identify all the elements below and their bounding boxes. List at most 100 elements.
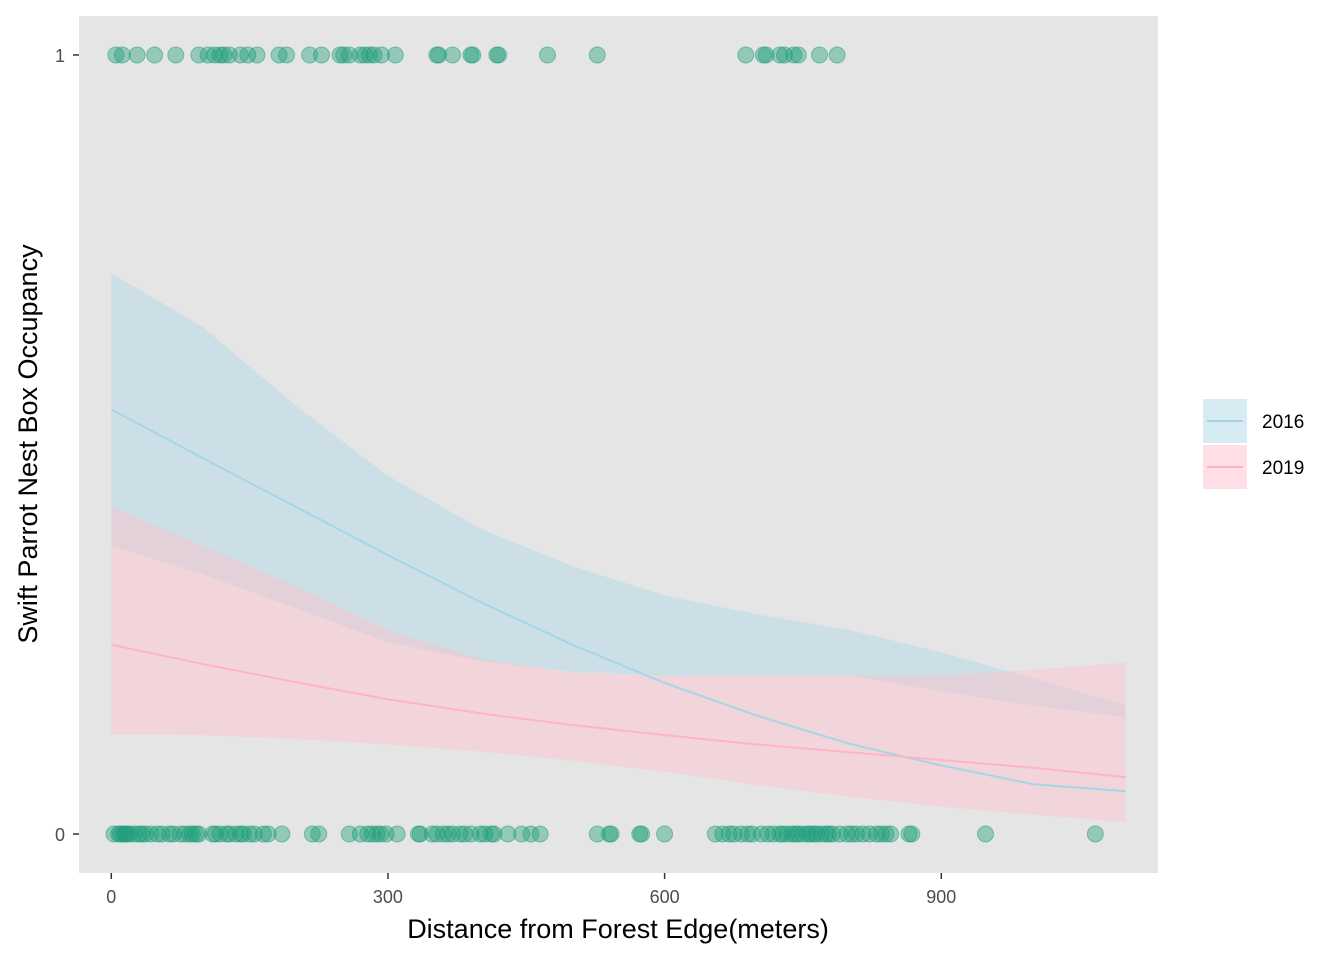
point-unoccupied [388,825,406,843]
fit-lines [110,408,1126,793]
point-unoccupied [476,825,494,843]
x-axis-title: Distance from Forest Edge(meters) [407,914,829,944]
point-occupied [113,46,131,64]
point-unoccupied [462,825,480,843]
point-unoccupied [411,825,429,843]
point-unoccupied [903,825,921,843]
point-unoccupied [706,825,724,843]
point-unoccupied [259,825,277,843]
point-unoccupied [868,825,886,843]
point-unoccupied [531,825,549,843]
point-unoccupied [434,825,452,843]
point-occupied [771,46,789,64]
x-tick-label: 900 [926,887,956,907]
point-unoccupied [359,825,377,843]
y-axis-title: Swift Parrot Nest Box Occupancy [13,244,43,644]
point-unoccupied [351,825,369,843]
point-occupied [757,46,775,64]
point-occupied [107,46,125,64]
point-occupied [211,46,229,64]
point-occupied [811,46,828,64]
point-unoccupied [310,825,328,843]
data-points [105,46,1104,843]
point-unoccupied [759,825,777,843]
x-tick-label: 0 [106,887,116,907]
point-unoccupied [183,825,201,843]
point-unoccupied [1086,825,1104,843]
point-occupied [365,46,383,64]
point-unoccupied [254,825,272,843]
point-occupied [351,46,369,64]
point-unoccupied [190,825,208,843]
point-unoccupied [499,825,517,843]
point-unoccupied [485,825,503,843]
y-tick-label: 0 [55,825,65,845]
legend: 2016 2019 [1203,399,1304,489]
point-unoccupied [633,825,651,843]
point-occupied [373,46,390,64]
point-unoccupied [860,825,878,843]
ribbon-2019 [111,506,1126,823]
point-occupied [301,46,319,64]
point-unoccupied [164,825,182,843]
point-occupied [146,46,164,64]
point-unoccupied [439,825,457,843]
x-tick-label: 300 [373,887,403,907]
point-unoccupied [847,825,865,843]
legend-label-2019: 2019 [1262,458,1304,479]
point-occupied [785,46,803,64]
point-occupied [231,46,249,64]
point-unoccupied [764,825,782,843]
point-occupied [444,46,461,64]
point-occupied [737,46,755,64]
point-unoccupied [831,825,849,843]
y-tick-label: 1 [55,46,65,66]
point-unoccupied [882,825,900,843]
point-unoccupied [877,825,895,843]
point-occupied [356,46,374,64]
point-unoccupied [602,825,620,843]
point-unoccupied [854,825,872,843]
point-occupied [278,46,295,64]
point-unoccupied [245,825,263,843]
point-unoccupied [752,825,770,843]
point-unoccupied [720,825,738,843]
point-unoccupied [273,825,291,843]
point-unoccupied [977,825,994,843]
point-unoccupied [522,825,540,843]
point-occupied [828,46,846,64]
point-unoccupied [725,825,743,843]
point-occupied [215,46,233,64]
point-unoccupied [739,825,757,843]
point-occupied [490,46,508,64]
point-occupied [248,46,266,64]
point-occupied [331,46,349,64]
point-unoccupied [872,825,890,843]
point-unoccupied [227,825,245,843]
point-unoccupied [136,825,154,843]
point-unoccupied [588,825,606,843]
point-unoccupied [824,825,841,843]
point-occupied [539,46,556,64]
point-unoccupied [656,825,674,843]
point-occupied [430,46,448,64]
x-tick-label: 600 [650,887,680,907]
point-occupied [386,46,404,64]
point-unoccupied [368,825,386,843]
point-occupied [588,46,606,64]
fit-line-2019 [111,643,1126,779]
point-occupied [789,46,807,64]
point-unoccupied [241,825,259,843]
point-occupied [206,46,224,64]
point-occupied [464,46,482,64]
point-unoccupied [372,825,390,843]
point-occupied [239,46,257,64]
y-axis: 01 [55,46,79,845]
point-occupied [335,46,353,64]
point-occupied [128,46,146,64]
point-unoccupied [513,825,531,843]
confidence-ribbons [111,273,1126,823]
point-occupied [270,46,288,64]
point-occupied [313,46,330,64]
